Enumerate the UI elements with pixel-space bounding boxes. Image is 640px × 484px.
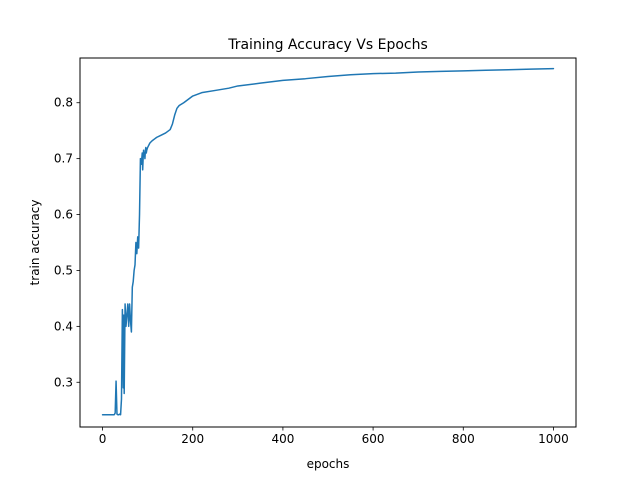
y-tick-label: 0.6 xyxy=(54,208,73,222)
y-tick-label: 0.5 xyxy=(54,263,73,277)
y-axis-label: train accuracy xyxy=(28,200,42,286)
x-tick-label: 600 xyxy=(362,432,385,446)
x-axis-label: epochs xyxy=(307,457,350,471)
y-tick-label: 0.4 xyxy=(54,319,73,333)
x-tick-label: 1000 xyxy=(538,432,569,446)
y-tick-label: 0.7 xyxy=(54,152,73,166)
x-tick-label: 800 xyxy=(452,432,475,446)
plot-frame xyxy=(79,57,577,428)
series-line xyxy=(101,67,555,416)
x-tick-label: 400 xyxy=(271,432,294,446)
chart-title: Training Accuracy Vs Epochs xyxy=(227,37,428,53)
y-tick-label: 0.3 xyxy=(54,375,73,389)
x-tick-label: 0 xyxy=(99,432,107,446)
ticks-layer: 0 200 400 600 800 1000 0.3 0.4 0.5 0.6 0.7 0.8 xyxy=(54,96,569,446)
x-tick-label: 200 xyxy=(181,432,204,446)
y-tick-label: 0.8 xyxy=(54,96,73,110)
series-layer xyxy=(101,67,555,416)
